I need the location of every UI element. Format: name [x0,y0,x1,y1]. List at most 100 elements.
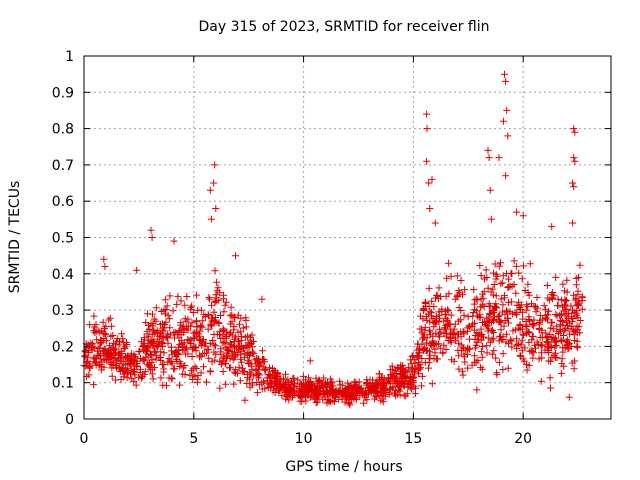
data-point [222,333,230,341]
data-point [532,308,540,316]
data-point [464,364,472,372]
data-point [570,154,578,162]
data-point [483,314,491,322]
data-point [239,324,247,332]
data-point [476,314,484,322]
data-point [164,311,172,319]
data-point [545,307,553,315]
data-point [267,382,275,390]
data-point [290,388,298,396]
data-point [428,175,436,183]
data-point [352,382,359,390]
data-point [455,365,463,373]
data-point [318,379,326,387]
data-point [537,377,545,385]
data-point [166,357,174,365]
data-point [543,282,551,289]
data-point [514,324,522,332]
data-point [391,392,399,400]
data-point [513,301,521,309]
data-point [330,398,338,405]
data-point [184,326,192,334]
data-point [85,363,93,371]
data-point [216,384,224,392]
data-point [275,377,283,385]
data-point [174,292,182,300]
data-point [181,315,189,323]
data-point [160,365,168,373]
data-point [440,341,448,349]
data-point [220,338,228,346]
data-point [220,308,228,316]
data-point [570,183,578,191]
data-point [192,365,200,372]
data-point [118,330,126,338]
data-point [457,277,465,284]
data-point [143,343,151,351]
data-point [242,323,250,331]
data-point [371,395,379,403]
data-point [439,349,447,357]
data-point [260,356,268,363]
data-point [246,383,254,391]
data-point [482,266,490,274]
data-point [147,226,155,234]
data-point [101,330,109,338]
data-point [523,329,530,337]
data-point [147,320,155,328]
data-point [540,302,548,310]
y-axis-label: SRMTID / TECUs [7,181,23,294]
data-point [532,344,539,352]
data-point [396,370,404,378]
data-point [226,330,234,338]
data-point [423,110,431,118]
data-point [428,380,436,388]
data-point [196,332,203,340]
data-point [121,343,129,351]
axis-ticks: 00.10.20.30.40.50.60.70.80.910 5 10 15 20 [52,49,611,447]
data-point [504,132,512,140]
data-point [512,262,520,270]
data-point [418,372,426,380]
data-point [407,382,415,390]
data-point [518,325,526,333]
data-point [187,336,195,344]
data-point [112,376,120,384]
data-point [217,312,224,319]
data-point [200,363,207,371]
data-point [572,281,580,289]
data-point [425,302,433,310]
data-point [146,326,154,333]
data-point [523,360,530,368]
data-point [562,338,570,346]
data-point [176,341,184,349]
chart-title: Day 315 of 2023, SRMTID for receiver fli… [199,19,490,35]
y-tick-label: 0.6 [52,194,74,210]
data-point [576,261,584,269]
data-point [170,237,178,245]
data-point [453,291,461,299]
x-tick-label: 10 [295,431,313,447]
data-point [489,285,497,293]
data-point [206,339,214,347]
data-point [561,326,569,334]
data-point [211,298,219,306]
data-point [241,396,249,404]
data-point [397,384,405,392]
data-point [191,363,199,371]
data-point [506,336,514,344]
data-point [177,360,185,368]
data-point [169,307,177,315]
data-point [212,205,220,212]
data-point [440,317,448,325]
data-point [199,317,207,325]
data-point [568,359,576,367]
data-point [550,292,558,300]
data-point [84,341,92,349]
data-point [426,205,434,212]
data-point [502,77,510,85]
data-point [499,117,507,125]
data-point [235,337,243,345]
data-point [127,366,135,374]
data-point [116,337,123,345]
